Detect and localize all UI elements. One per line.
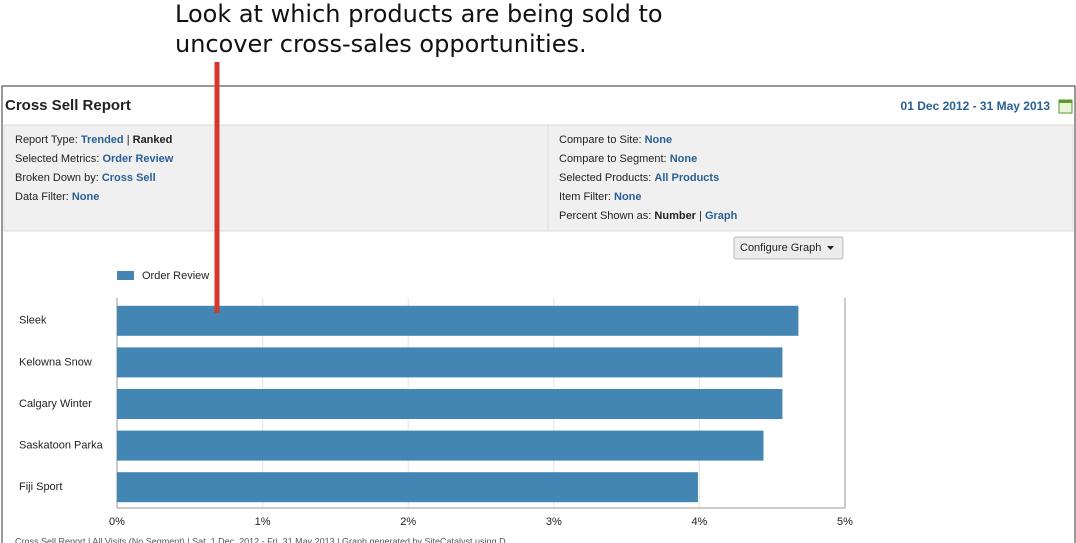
category-label: Calgary Winter: [19, 398, 92, 410]
button-bg: [733, 236, 844, 260]
x-tick-label: 0%: [109, 516, 125, 528]
filter-row: Selected Products: All Products: [559, 172, 719, 184]
separator: |: [699, 210, 702, 222]
selected-option: Ranked: [133, 134, 173, 146]
legend-label: Order Review: [142, 270, 209, 282]
filter-label: Compare to Segment:: [559, 153, 667, 165]
x-tick-label: 4%: [691, 516, 707, 528]
annotation-line: Look at which products are being sold to: [175, 0, 663, 28]
filter-row: Percent Shown as: Number | Graph: [559, 210, 738, 222]
x-tick-label: 5%: [837, 516, 853, 528]
filter-link[interactable]: All Products: [654, 172, 719, 184]
filter-label: Selected Metrics:: [15, 153, 99, 165]
footer: Cross Sell Report | All Visits (No Segme…: [15, 536, 506, 543]
filter-label: Report Type:: [15, 134, 78, 146]
filter-row: Report Type: Trended | Ranked: [15, 134, 172, 146]
x-tick-label: 2%: [400, 516, 416, 528]
filter-row: Data Filter: None: [15, 191, 99, 203]
filter-label: Item Filter:: [559, 191, 611, 203]
bar: [117, 430, 764, 461]
category-label: Sleek: [19, 315, 47, 327]
configure-button[interactable]: Configure Graph: [733, 236, 844, 260]
x-tick-label: 3%: [546, 516, 562, 528]
filter-row: Compare to Segment: None: [559, 153, 697, 165]
filter-row: Item Filter: None: [559, 191, 642, 203]
filter-label: Compare to Site:: [559, 134, 642, 146]
selected-option: Number: [654, 210, 696, 222]
filter-label: Selected Products:: [559, 172, 651, 184]
filter-row: Compare to Site: None: [559, 134, 672, 146]
annotation-line: uncover cross-sales opportunities.: [175, 30, 587, 58]
filter-row: Selected Metrics: Order Review: [15, 153, 174, 165]
legend-swatch: [117, 271, 134, 280]
bar: [117, 347, 783, 378]
filter-link[interactable]: None: [614, 191, 642, 203]
filter-label: Data Filter:: [15, 191, 69, 203]
category-label: Fiji Sport: [19, 481, 62, 493]
x-tick-label: 1%: [255, 516, 271, 528]
filter-panel: [3, 124, 1074, 232]
filter-label: Percent Shown as:: [559, 210, 651, 222]
separator: |: [127, 134, 130, 146]
bar: [117, 305, 799, 336]
bar: [117, 389, 783, 419]
calendar-icon[interactable]: [1058, 99, 1073, 114]
filter-link[interactable]: Trended: [81, 134, 124, 146]
filter-link[interactable]: None: [72, 191, 100, 203]
filter-link[interactable]: None: [670, 153, 698, 165]
filter-link[interactable]: Graph: [705, 210, 738, 222]
filter-link[interactable]: None: [645, 134, 673, 146]
category-label: Saskatoon Parka: [19, 440, 104, 452]
filter-link[interactable]: Order Review: [102, 153, 173, 165]
filter-link[interactable]: Cross Sell: [102, 172, 156, 184]
category-label: Kelowna Snow: [19, 356, 92, 368]
button-label: Configure Graph: [740, 242, 821, 254]
filter-label: Broken Down by:: [15, 172, 99, 184]
calendar-top: [1059, 100, 1072, 103]
report-title: Cross Sell Report: [5, 97, 131, 114]
filter-row: Broken Down by: Cross Sell: [15, 172, 156, 184]
bar: [117, 472, 698, 503]
dropdown-arrow: [827, 246, 834, 250]
date-range[interactable]: 01 Dec 2012 - 31 May 2013: [901, 99, 1051, 113]
